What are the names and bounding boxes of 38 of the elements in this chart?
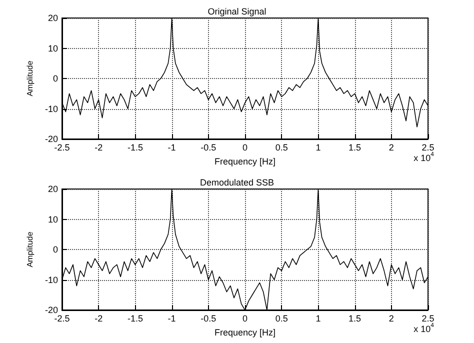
x-axis-title: Frequency [Hz] — [214, 327, 276, 338]
y-tick-label: -10 — [44, 104, 58, 114]
x-axis-title: Frequency [Hz] — [214, 156, 276, 166]
y-tick-label: 10 — [48, 43, 58, 54]
x-tick-label: 2 — [388, 314, 394, 324]
x-tick-label: 1.5 — [348, 142, 362, 152]
x-tick-label: -1 — [168, 314, 176, 324]
x-tick-label: -0.5 — [200, 142, 216, 152]
x-tick-label: -2 — [94, 142, 103, 152]
x-tick-label: 2.5 — [422, 142, 434, 152]
y-axis-title: Amplitude — [26, 231, 35, 268]
y-tick-label: 0 — [52, 74, 58, 84]
chart-title: Demodulated SSB — [200, 178, 274, 188]
x-tick-label: 0 — [242, 314, 248, 324]
x-tick-label: -1.5 — [127, 314, 143, 324]
x-tick-label: -2 — [94, 314, 103, 324]
y-tick-label: 20 — [48, 13, 58, 23]
x-tick-label: 0.5 — [275, 142, 288, 152]
y-tick-label: -20 — [44, 134, 58, 144]
x-tick-label: 1 — [316, 142, 321, 152]
y-tick-label: 20 — [48, 184, 58, 194]
x-tick-label: 0 — [242, 142, 248, 152]
chart-title: Original Signal — [208, 6, 266, 16]
x-tick-label: -1 — [168, 142, 176, 152]
x-tick-label: -0.5 — [200, 314, 216, 324]
y-tick-label: 0 — [52, 244, 58, 254]
x-tick-label: -2.5 — [54, 142, 70, 152]
x-tick-label: 1.5 — [348, 314, 362, 324]
y-tick-label: -10 — [44, 274, 58, 285]
y-tick-label: 10 — [48, 214, 58, 224]
x-tick-label: 2 — [388, 142, 394, 152]
y-tick-label: -20 — [44, 305, 58, 315]
y-axis-title: Amplitude — [26, 60, 35, 96]
x-tick-label: -1.5 — [127, 142, 143, 152]
x-tick-label: 0.5 — [275, 314, 288, 324]
x-tick-label: 2.5 — [422, 314, 434, 324]
x-tick-label: -2.5 — [54, 314, 70, 324]
x-tick-label: 1 — [316, 314, 321, 324]
